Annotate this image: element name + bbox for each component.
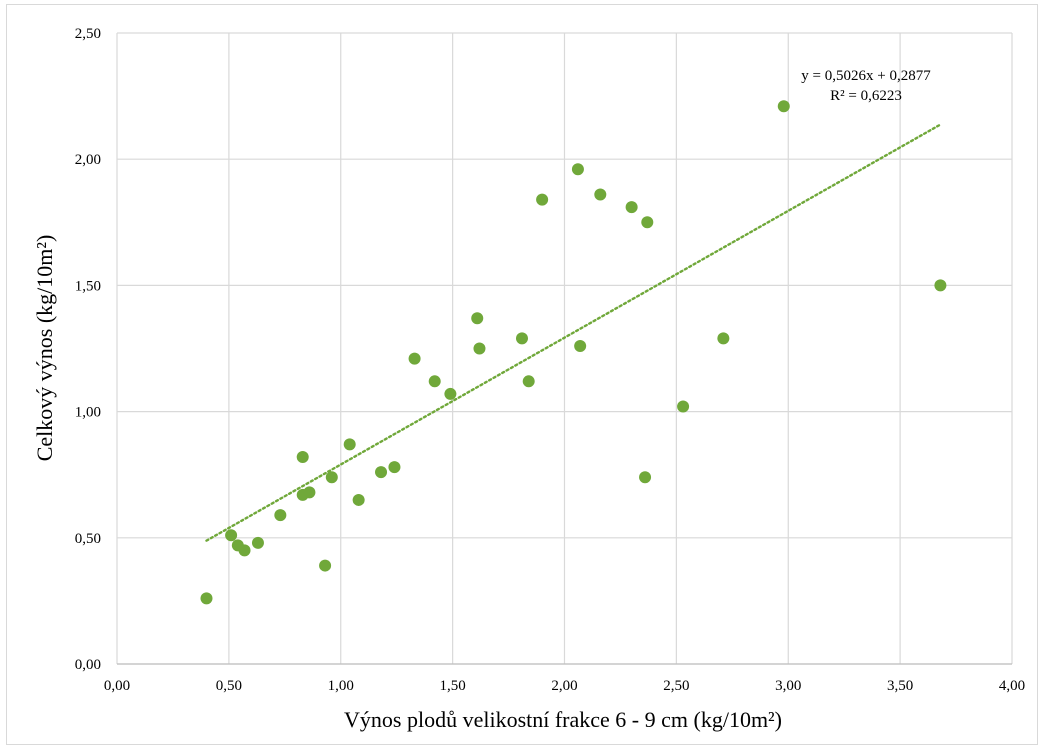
- x-axis-title: Výnos plodů velikostní frakce 6 - 9 cm (…: [344, 707, 782, 732]
- data-point: [717, 332, 730, 345]
- x-tick-label: 3,00: [775, 678, 801, 694]
- y-tick-label: 2,50: [75, 26, 101, 42]
- x-tick-label: 4,00: [999, 678, 1025, 694]
- data-point: [303, 486, 316, 499]
- data-point: [641, 216, 654, 229]
- x-tick-label: 2,00: [551, 678, 577, 694]
- trendline-group: [205, 123, 942, 542]
- x-tick-label: 0,50: [216, 678, 242, 694]
- chart-frame: [6, 4, 1038, 745]
- data-point: [574, 339, 587, 352]
- tick-labels: 0,00 0,50 1,00 1,50 2,00 2,50 3,00 3,50 4,00 0,00…: [75, 26, 1025, 694]
- data-point: [408, 352, 421, 365]
- y-tick-label: 0,50: [75, 531, 101, 547]
- data-point: [251, 536, 264, 549]
- data-points: [200, 100, 947, 605]
- data-point: [200, 592, 213, 605]
- data-point: [319, 559, 332, 572]
- x-tick-label: 2,50: [663, 678, 689, 694]
- data-point: [777, 100, 790, 113]
- x-tick-label: 0,00: [104, 678, 130, 694]
- x-tick-label: 1,00: [328, 678, 354, 694]
- data-point: [375, 466, 388, 479]
- data-point: [473, 342, 486, 355]
- y-tick-label: 2,00: [75, 152, 101, 168]
- data-point: [536, 193, 549, 206]
- data-point: [238, 544, 251, 557]
- data-point: [515, 332, 528, 345]
- data-point: [444, 387, 457, 400]
- data-point: [352, 493, 365, 506]
- y-tick-label: 0,00: [75, 657, 101, 673]
- data-point: [325, 471, 338, 484]
- y-tick-label: 1,50: [75, 278, 101, 294]
- data-point: [471, 312, 484, 325]
- data-point: [677, 400, 690, 413]
- data-point: [522, 375, 535, 388]
- trendline: [205, 123, 942, 542]
- data-point: [934, 279, 947, 292]
- data-point: [428, 375, 441, 388]
- data-point: [296, 451, 309, 464]
- data-point: [343, 438, 356, 451]
- grid: [116, 32, 1013, 665]
- x-tick-label: 1,50: [440, 678, 466, 694]
- data-point: [225, 529, 238, 542]
- y-axis-title: Celkový výnos (kg/10m²): [32, 235, 57, 462]
- y-tick-label: 1,00: [75, 405, 101, 421]
- data-point: [571, 163, 584, 176]
- trendline-equation: y = 0,5026x + 0,2877: [801, 68, 931, 84]
- x-tick-label: 3,50: [887, 678, 913, 694]
- data-point: [639, 471, 652, 484]
- data-point: [388, 461, 401, 474]
- data-point: [594, 188, 607, 201]
- r-squared-label: R² = 0,6223: [830, 88, 902, 104]
- data-point: [625, 201, 638, 214]
- data-point: [274, 509, 287, 522]
